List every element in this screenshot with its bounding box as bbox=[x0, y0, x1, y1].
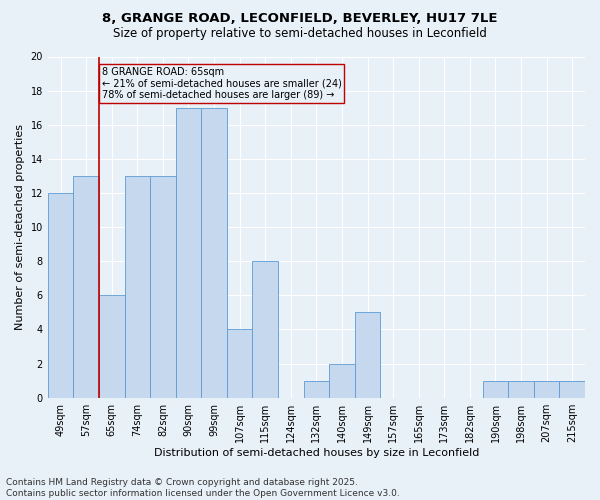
Bar bbox=[253, 261, 278, 398]
Bar bbox=[73, 176, 99, 398]
Bar bbox=[329, 364, 355, 398]
Bar bbox=[125, 176, 150, 398]
Bar bbox=[176, 108, 201, 398]
Bar bbox=[355, 312, 380, 398]
Text: Size of property relative to semi-detached houses in Leconfield: Size of property relative to semi-detach… bbox=[113, 28, 487, 40]
Bar bbox=[482, 380, 508, 398]
X-axis label: Distribution of semi-detached houses by size in Leconfield: Distribution of semi-detached houses by … bbox=[154, 448, 479, 458]
Bar bbox=[559, 380, 585, 398]
Bar bbox=[201, 108, 227, 398]
Bar bbox=[227, 330, 253, 398]
Bar bbox=[48, 193, 73, 398]
Bar bbox=[534, 380, 559, 398]
Bar bbox=[508, 380, 534, 398]
Bar bbox=[304, 380, 329, 398]
Text: Contains HM Land Registry data © Crown copyright and database right 2025.
Contai: Contains HM Land Registry data © Crown c… bbox=[6, 478, 400, 498]
Bar bbox=[99, 296, 125, 398]
Y-axis label: Number of semi-detached properties: Number of semi-detached properties bbox=[15, 124, 25, 330]
Text: 8 GRANGE ROAD: 65sqm
← 21% of semi-detached houses are smaller (24)
78% of semi-: 8 GRANGE ROAD: 65sqm ← 21% of semi-detac… bbox=[101, 66, 341, 100]
Text: 8, GRANGE ROAD, LECONFIELD, BEVERLEY, HU17 7LE: 8, GRANGE ROAD, LECONFIELD, BEVERLEY, HU… bbox=[102, 12, 498, 26]
Bar bbox=[150, 176, 176, 398]
